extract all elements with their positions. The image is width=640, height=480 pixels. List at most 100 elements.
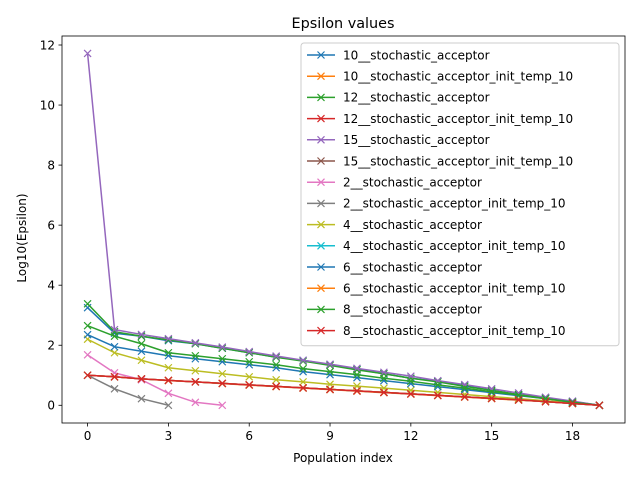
series-line [87, 354, 223, 407]
data-point-marker [110, 342, 119, 351]
data-point-marker [487, 387, 496, 396]
data-point-marker [272, 382, 281, 391]
data-point-marker [272, 375, 281, 384]
legend-entry: 6__stochastic_acceptor_init_temp_10 [307, 282, 566, 296]
legend-entry: 12__stochastic_acceptor_init_temp_10 [307, 112, 573, 126]
data-point-marker [83, 371, 92, 380]
legend-marker [317, 220, 325, 229]
legend-label: 4__stochastic_acceptor_init_temp_10 [343, 239, 566, 253]
data-point-marker [245, 380, 254, 389]
legend-label: 8__stochastic_acceptor_init_temp_10 [343, 324, 566, 338]
data-point-marker [245, 347, 254, 356]
legend-entry: 15__stochastic_acceptor [307, 133, 490, 147]
data-point-marker [433, 391, 442, 400]
data-point-marker [83, 321, 92, 330]
y-tick-label: 2 [47, 339, 55, 353]
data-point-marker [299, 364, 308, 373]
data-point-marker [137, 347, 146, 356]
data-point-marker [164, 389, 173, 398]
legend-entry: 4__stochastic_acceptor [307, 218, 482, 232]
y-tick-label: 4 [47, 278, 55, 292]
legend-marker [317, 135, 325, 144]
data-point-marker [164, 335, 173, 344]
legend-entry: 2__stochastic_acceptor_init_temp_10 [307, 197, 566, 211]
legend-label: 15__stochastic_acceptor_init_temp_10 [343, 154, 573, 168]
data-point-marker [595, 401, 604, 410]
series-line [87, 374, 169, 407]
x-tick-label: 15 [484, 429, 499, 443]
data-point-marker [137, 330, 146, 339]
data-point-marker [137, 339, 146, 348]
data-point-marker [487, 388, 496, 397]
legend-marker [317, 241, 325, 250]
legend-entry: 10__stochastic_acceptor [307, 48, 490, 62]
axes: 0 3 6 9 12 15 18 0 2 4 6 8 10 12 [40, 35, 626, 443]
legend-entry: 12__stochastic_acceptor [307, 91, 490, 105]
data-point-marker [191, 377, 200, 386]
data-point-marker [326, 385, 334, 394]
legend-label: 10__stochastic_acceptor [343, 48, 490, 62]
data-point-marker [326, 360, 334, 369]
data-point-marker [299, 377, 308, 386]
legend-label: 15__stochastic_acceptor [343, 133, 490, 147]
data-point-marker [110, 348, 119, 357]
data-point-marker [83, 350, 92, 359]
data-point-marker [299, 357, 308, 366]
legend-marker [317, 93, 325, 102]
series-8__stochastic_acceptor [83, 321, 604, 410]
data-point-marker [568, 399, 577, 408]
legend-label: 6__stochastic_acceptor [343, 260, 482, 274]
legend-marker [317, 178, 325, 187]
data-point-marker [218, 369, 227, 378]
data-point-marker [514, 395, 523, 404]
legend-entry: 4__stochastic_acceptor_init_temp_10 [307, 239, 566, 253]
legend-label: 4__stochastic_acceptor [343, 218, 482, 232]
data-point-marker [406, 389, 415, 398]
data-point-marker [218, 354, 227, 363]
series-line [87, 338, 600, 407]
data-point-marker [299, 383, 308, 392]
data-point-marker [110, 384, 119, 393]
data-point-marker [299, 356, 308, 365]
legend-entry: 2__stochastic_acceptor [307, 176, 482, 190]
data-point-marker [218, 344, 227, 353]
data-point-marker [137, 394, 146, 403]
legend-label: 10__stochastic_acceptor_init_temp_10 [343, 70, 573, 84]
x-tick-label: 9 [326, 429, 334, 443]
x-tick-label: 6 [245, 429, 253, 443]
legend-entry: 8__stochastic_acceptor [307, 303, 482, 317]
legend-marker [317, 284, 325, 293]
data-point-marker [137, 356, 146, 365]
data-point-marker [191, 338, 200, 347]
legend-marker [317, 326, 325, 335]
y-tick-label: 6 [47, 218, 55, 232]
y-tick-label: 0 [47, 399, 55, 413]
plot-area [83, 49, 604, 410]
y-tick-label: 12 [40, 38, 55, 52]
legend-label: 2__stochastic_acceptor [343, 176, 482, 190]
data-point-marker [110, 332, 119, 341]
x-tick-label: 18 [565, 429, 580, 443]
x-axis-label: Population index [293, 451, 393, 465]
x-tick-label: 3 [165, 429, 173, 443]
legend-label: 8__stochastic_acceptor [343, 303, 482, 317]
data-point-marker [353, 370, 361, 379]
data-point-marker [191, 351, 200, 360]
data-point-marker [164, 401, 173, 410]
y-tick-label: 10 [40, 98, 55, 112]
series-line [87, 374, 600, 407]
legend-label: 2__stochastic_acceptor_init_temp_10 [343, 197, 566, 211]
data-point-marker [83, 330, 92, 339]
legend-frame [300, 42, 620, 347]
series-8__stochastic_acceptor_init_temp_10 [83, 371, 604, 410]
legend-entry: 6__stochastic_acceptor [307, 260, 482, 274]
data-point-marker [460, 392, 469, 401]
legend-marker [317, 114, 325, 123]
data-point-marker [353, 364, 361, 373]
chart-title: Epsilon values [291, 16, 394, 32]
data-point-marker [245, 372, 254, 381]
data-point-marker [218, 379, 227, 388]
legend: 10__stochastic_acceptor 10__stochastic_ac… [300, 42, 620, 347]
legend-marker [317, 51, 325, 59]
